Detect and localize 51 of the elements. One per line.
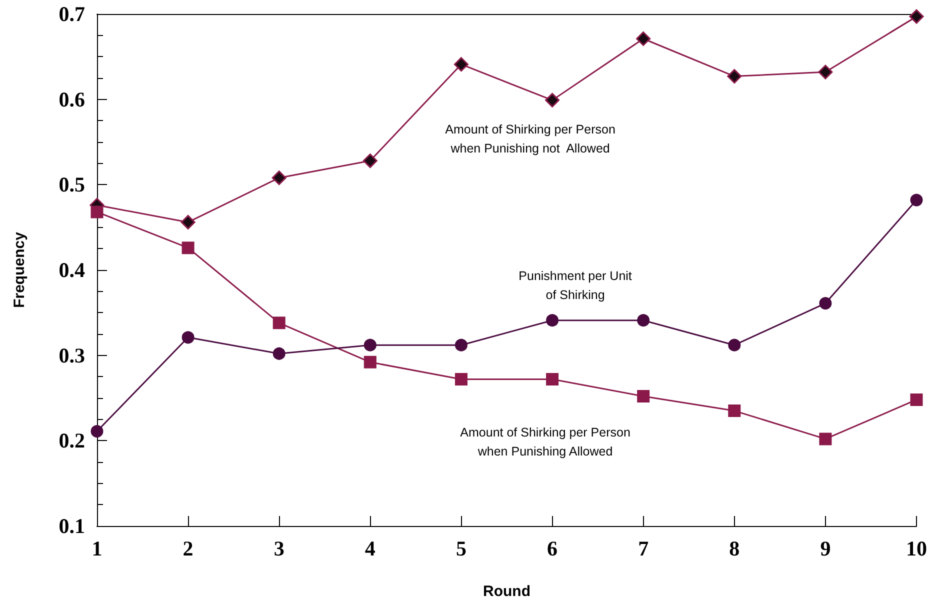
point xyxy=(546,314,559,327)
x-tick-label: 4 xyxy=(364,536,376,560)
point xyxy=(454,372,468,386)
point xyxy=(90,425,104,438)
point xyxy=(909,9,924,24)
x-tick-label: 10 xyxy=(906,536,927,560)
point xyxy=(910,393,923,406)
x-tick-label: 8 xyxy=(729,536,740,560)
point xyxy=(728,338,741,352)
y-tick-label: 0.4 xyxy=(58,258,86,282)
y-tick-label: 0.7 xyxy=(58,2,85,26)
point xyxy=(90,206,104,218)
point xyxy=(182,242,194,254)
point xyxy=(728,404,741,418)
point xyxy=(272,316,286,330)
y-axis-title: Frequency xyxy=(11,231,28,308)
point xyxy=(637,314,650,327)
point xyxy=(364,338,376,352)
point xyxy=(362,154,378,168)
series-label: Punishment per Unit of Shirking xyxy=(518,268,632,302)
point xyxy=(910,194,923,206)
x-tick-label: 1 xyxy=(92,536,102,560)
y-tick-label: 0.1 xyxy=(58,514,85,538)
y-tick-label: 0.6 xyxy=(58,87,85,112)
x-tick-label: 6 xyxy=(547,536,558,560)
y-tick-label: 0.3 xyxy=(58,343,85,368)
point xyxy=(180,214,196,230)
point xyxy=(272,347,286,360)
x-tick-label: 5 xyxy=(456,536,466,560)
point xyxy=(272,170,286,186)
point xyxy=(818,64,833,80)
x-tick-label: 3 xyxy=(274,536,284,560)
x-axis-title: Round xyxy=(483,583,530,600)
y-tick-label: 0.5 xyxy=(58,172,85,197)
point xyxy=(636,31,651,46)
x-tick-label: 9 xyxy=(820,536,831,560)
x-tick-label: 2 xyxy=(182,536,194,560)
y-tick-label: 0.2 xyxy=(58,428,85,453)
point xyxy=(454,57,468,72)
point xyxy=(546,372,559,386)
point xyxy=(364,356,376,368)
point xyxy=(819,297,832,310)
point xyxy=(819,432,832,446)
point xyxy=(637,390,650,403)
point xyxy=(545,92,560,108)
text: Amount of Shirking per Person when Punishing not Allowed xyxy=(445,122,616,156)
text: Amount of Shirking per Person when Punishing Allowed xyxy=(460,426,630,459)
point xyxy=(727,69,742,84)
point xyxy=(454,338,468,352)
x-tick-label: 7 xyxy=(638,536,649,560)
point xyxy=(182,331,194,344)
